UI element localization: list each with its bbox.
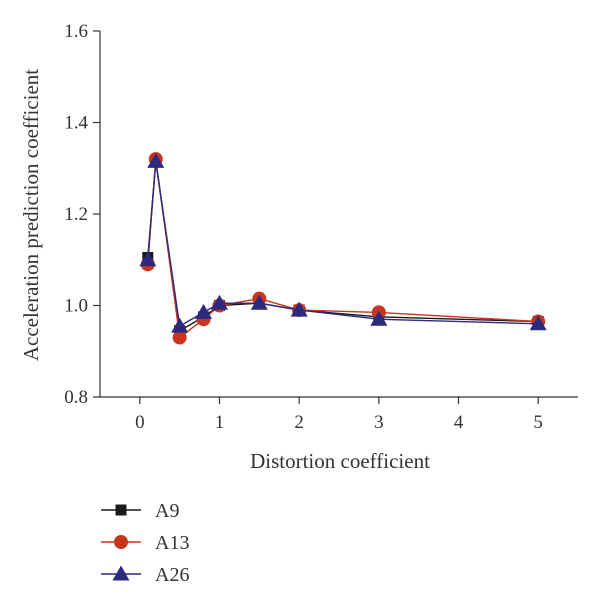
data-point-a26: [147, 152, 165, 168]
series-line-a9: [147, 161, 539, 332]
x-tick-label: 5: [533, 412, 543, 433]
legend-marker-a9: [115, 504, 127, 516]
y-tick-label: 1.6: [64, 21, 88, 42]
legend-item-a13: A13: [101, 532, 189, 554]
x-tick-label: 0: [135, 412, 145, 433]
x-tick-label: 1: [215, 412, 225, 433]
legend-label-a13: A13: [155, 532, 189, 554]
data-point-a26: [171, 317, 189, 333]
series-layer: [139, 152, 547, 345]
legend-marker-a26: [112, 565, 130, 581]
y-tick-label: 1.0: [64, 296, 88, 317]
data-point-a26: [250, 294, 268, 310]
data-point-a26: [370, 310, 388, 326]
x-axis-ticks: 0 1 2 3 4 5: [135, 397, 543, 433]
y-tick-label: 1.2: [64, 204, 88, 225]
series-a26: [139, 152, 547, 333]
legend: A9 A13 A26: [101, 500, 189, 586]
x-tick-label: 3: [374, 412, 384, 433]
x-tick-label: 4: [454, 412, 464, 433]
data-point-a26: [529, 315, 547, 331]
y-tick-label: 0.8: [64, 387, 88, 408]
legend-label-a9: A9: [155, 500, 179, 522]
data-point-a26: [195, 303, 213, 319]
y-tick-label: 1.4: [64, 113, 88, 134]
legend-marker-a13: [114, 535, 128, 549]
data-point-a26: [290, 301, 308, 317]
x-tick-label: 2: [294, 412, 304, 433]
data-point-a13: [172, 330, 187, 345]
legend-item-a26: A26: [101, 564, 189, 586]
y-axis-ticks: 0.8 1.0 1.2 1.4 1.6: [64, 21, 100, 408]
data-point-a26: [211, 294, 228, 310]
data-point-a26: [139, 251, 157, 267]
x-axis-title: Distortion coefficient: [250, 449, 430, 473]
legend-item-a9: A9: [101, 500, 179, 522]
y-axis-title: Acceleration prediction coefficient: [19, 69, 43, 361]
axes: [99, 31, 578, 398]
series-line-a26: [147, 161, 539, 328]
legend-label-a26: A26: [155, 564, 189, 586]
